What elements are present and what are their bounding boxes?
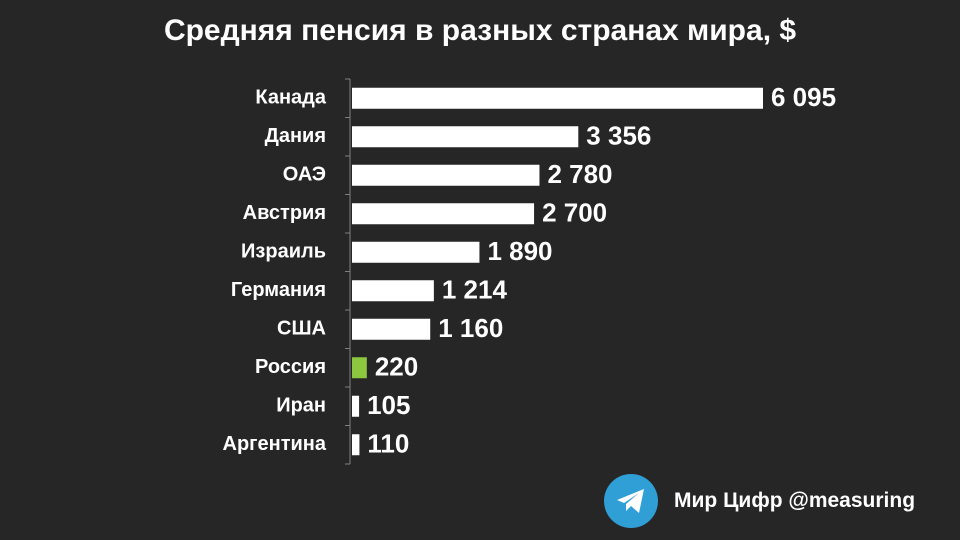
value-label: 1 214 — [442, 275, 508, 305]
category-label: Канада — [255, 87, 326, 109]
value-label: 105 — [367, 390, 410, 420]
value-label: 2 780 — [547, 159, 612, 189]
chart-title: Средняя пенсия в разных странах мира, $ — [163, 14, 797, 47]
bar — [352, 280, 434, 302]
bar — [352, 87, 763, 109]
bar — [352, 164, 540, 186]
category-label: Аргентина — [223, 433, 327, 455]
brand-text: Мир Цифр @measuring — [674, 489, 916, 512]
value-label: 220 — [375, 352, 418, 382]
bar — [352, 203, 535, 225]
category-label: ОАЭ — [283, 164, 326, 186]
value-label: 1 890 — [487, 236, 552, 266]
category-label: США — [277, 318, 326, 340]
category-label: Германия — [231, 279, 326, 301]
bar — [352, 395, 360, 417]
value-label: 2 700 — [542, 198, 607, 228]
value-label: 110 — [367, 429, 409, 459]
value-label: 1 160 — [438, 313, 503, 343]
category-label: Дания — [265, 125, 326, 147]
category-label: Россия — [255, 356, 326, 378]
telegram-icon[interactable] — [604, 474, 658, 528]
value-label: 3 356 — [586, 121, 651, 151]
bar — [352, 357, 367, 379]
category-label: Австрия — [243, 202, 326, 224]
bar — [352, 318, 431, 340]
bar — [352, 434, 360, 456]
bar — [352, 241, 480, 263]
category-label: Иран — [276, 395, 326, 417]
branding: Мир Цифр @measuring — [604, 474, 915, 528]
bar — [352, 126, 579, 148]
value-label: 6 095 — [771, 82, 836, 112]
category-label: Израиль — [241, 241, 326, 263]
